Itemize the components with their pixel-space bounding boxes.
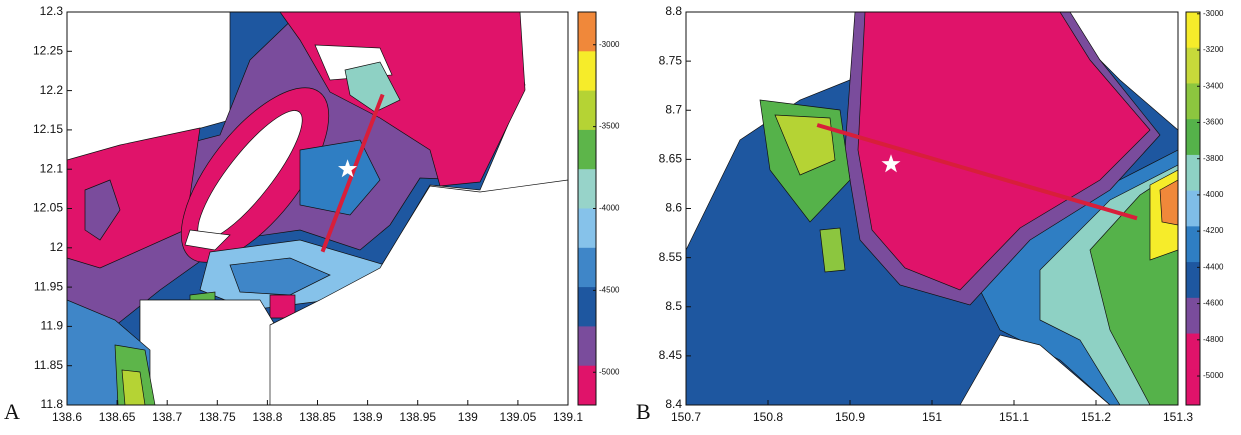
colorbar-tick-label: -4800	[1203, 335, 1224, 344]
y-tick-label: 8.45	[659, 348, 683, 362]
x-tick-label: 150.9	[835, 410, 865, 424]
y-tick-label: 8.65	[659, 152, 683, 166]
colorbar-band	[1186, 12, 1200, 49]
x-tick-label: 151.2	[1081, 410, 1111, 424]
colorbar-band	[578, 287, 596, 327]
colorbar-frame	[1185, 11, 1201, 406]
y-tick-label: 12.15	[33, 122, 63, 136]
x-tick-label: 138.95	[399, 410, 436, 424]
colorbar-band	[578, 169, 596, 209]
colorbar-band	[578, 247, 596, 288]
colorbar-band	[1186, 119, 1200, 156]
y-tick-label: 12.25	[33, 43, 63, 57]
transect-line	[816, 123, 1138, 221]
x-tick-label: 139	[458, 410, 478, 424]
x-tick-label: 139.05	[500, 410, 537, 424]
y-tick-label: 8.75	[659, 53, 683, 67]
colorbar-tick-label: -4200	[1203, 226, 1224, 235]
colorbar-band	[1186, 154, 1200, 192]
colorbar-band	[1186, 262, 1200, 299]
colorbar-tick-label: -3000	[599, 40, 620, 49]
site-star	[338, 159, 358, 178]
x-tick-label: 138.8	[252, 410, 282, 424]
y-tick-label: 12.05	[33, 201, 63, 215]
colorbar-band	[578, 326, 596, 367]
x-tick-label: 151.1	[999, 410, 1029, 424]
x-tick-label: 138.9	[353, 410, 383, 424]
colorbar-tick-label: -4400	[1203, 262, 1224, 271]
x-tick-label: 138.7	[152, 410, 182, 424]
colorbar-band	[1186, 369, 1200, 406]
y-tick-label: 12.3	[40, 4, 64, 18]
x-tick-label: 151	[922, 410, 942, 424]
y-tick-label: 12.2	[40, 83, 64, 97]
colorbar-band	[578, 129, 596, 170]
x-tick-label: 138.85	[299, 410, 336, 424]
colorbar-tick-label: -4000	[1203, 190, 1224, 199]
panel-label: A	[4, 399, 20, 424]
colorbar-tick-label: -3000	[1203, 9, 1224, 18]
colorbar-band	[1186, 47, 1200, 84]
transect-line	[320, 93, 385, 253]
colorbar-band	[1186, 190, 1200, 227]
colorbar-tick-label: -4000	[599, 204, 620, 213]
colorbar-tick-label: -5000	[599, 367, 620, 376]
colorbar-tick-label: -4500	[599, 285, 620, 294]
contour-fill-b	[686, 12, 1178, 405]
y-tick-label: 11.9	[41, 319, 64, 333]
site-star	[881, 154, 901, 173]
colorbar-tick-label: -4600	[1203, 299, 1224, 308]
x-tick-label: 138.75	[199, 410, 236, 424]
x-tick-label: 139.1	[553, 410, 583, 424]
y-tick-label: 11.8	[41, 397, 64, 411]
y-tick-label: 8.4	[665, 397, 682, 411]
colorbar-band	[578, 365, 596, 406]
y-tick-label: 8.55	[659, 250, 683, 264]
y-tick-label: 12.1	[40, 161, 64, 175]
panel-label: B	[636, 399, 651, 424]
y-tick-label: 8.7	[665, 102, 682, 116]
y-tick-label: 12	[50, 240, 64, 254]
y-tick-label: 8.8	[665, 4, 682, 18]
x-tick-label: 150.8	[753, 410, 783, 424]
colorbar-band	[578, 12, 596, 52]
colorbar-tick-label: -3200	[1203, 45, 1224, 54]
colorbar-tick-label: -5000	[1203, 371, 1224, 380]
colorbar-band	[578, 208, 596, 249]
colorbar-tick-label: -3600	[1203, 118, 1224, 127]
colorbar-band	[1186, 83, 1200, 120]
contour-fill-a	[67, 12, 568, 405]
y-tick-label: 8.5	[665, 299, 682, 313]
colorbar-tick-label: -3500	[599, 122, 620, 131]
y-tick-label: 11.85	[34, 358, 63, 372]
x-tick-label: 150.7	[671, 410, 701, 424]
colorbar-tick-label: -3800	[1203, 154, 1224, 163]
colorbar-band	[1186, 226, 1200, 263]
y-tick-label: 8.6	[665, 201, 682, 215]
colorbar-band	[578, 51, 596, 92]
colorbar-band	[1186, 297, 1200, 335]
x-tick-label: 138.6	[52, 410, 82, 424]
colorbar-tick-label: -3400	[1203, 81, 1224, 90]
x-tick-label: 151.3	[1163, 410, 1193, 424]
y-tick-label: 11.95	[34, 279, 63, 293]
x-tick-label: 138.65	[99, 410, 136, 424]
colorbar-band	[578, 90, 596, 131]
colorbar-band	[1186, 333, 1200, 370]
